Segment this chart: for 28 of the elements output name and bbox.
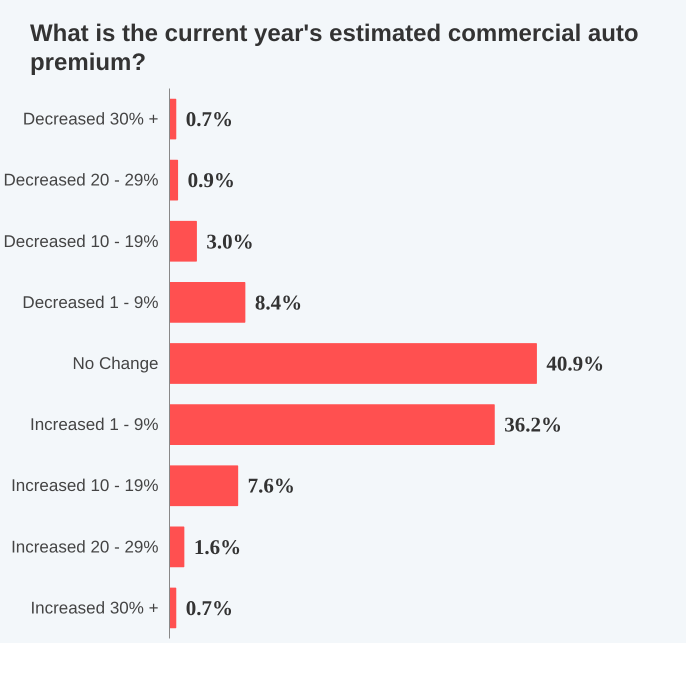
bar — [170, 342, 537, 384]
data-label: 0.7% — [186, 106, 234, 131]
data-label: 0.7% — [186, 596, 234, 620]
y-tick-label: Decreased 10 - 19% — [4, 231, 159, 250]
bar — [170, 220, 197, 262]
y-tick-label: Increased 10 - 19% — [11, 476, 158, 495]
data-label: 1.6% — [194, 534, 242, 558]
data-label: 0.9% — [188, 168, 235, 192]
data-label: 40.9% — [546, 351, 604, 376]
bar — [170, 159, 178, 200]
data-label: 3.0% — [206, 228, 254, 253]
chart-title: What is the current year's estimated commercial auto premium? — [30, 20, 640, 78]
bar — [170, 282, 246, 322]
y-tick-label: Increased 30% + — [30, 598, 159, 618]
y-tick-label: Increased 1 - 9% — [30, 414, 159, 434]
data-label: 8.4% — [254, 290, 302, 314]
bar — [170, 404, 495, 445]
y-tick-label: No Change — [72, 354, 159, 373]
y-tick-label: Decreased 20 - 29% — [4, 170, 159, 190]
y-tick-label: Decreased 1 - 9% — [22, 292, 159, 312]
bar — [170, 464, 238, 506]
bar — [170, 587, 176, 628]
bar — [170, 98, 176, 140]
y-tick-label: Increased 20 - 29% — [11, 536, 158, 556]
data-label: 36.2% — [504, 412, 562, 436]
bar — [170, 526, 184, 567]
data-label: 7.6% — [248, 473, 295, 498]
y-tick-label: Decreased 30% + — [22, 109, 159, 128]
